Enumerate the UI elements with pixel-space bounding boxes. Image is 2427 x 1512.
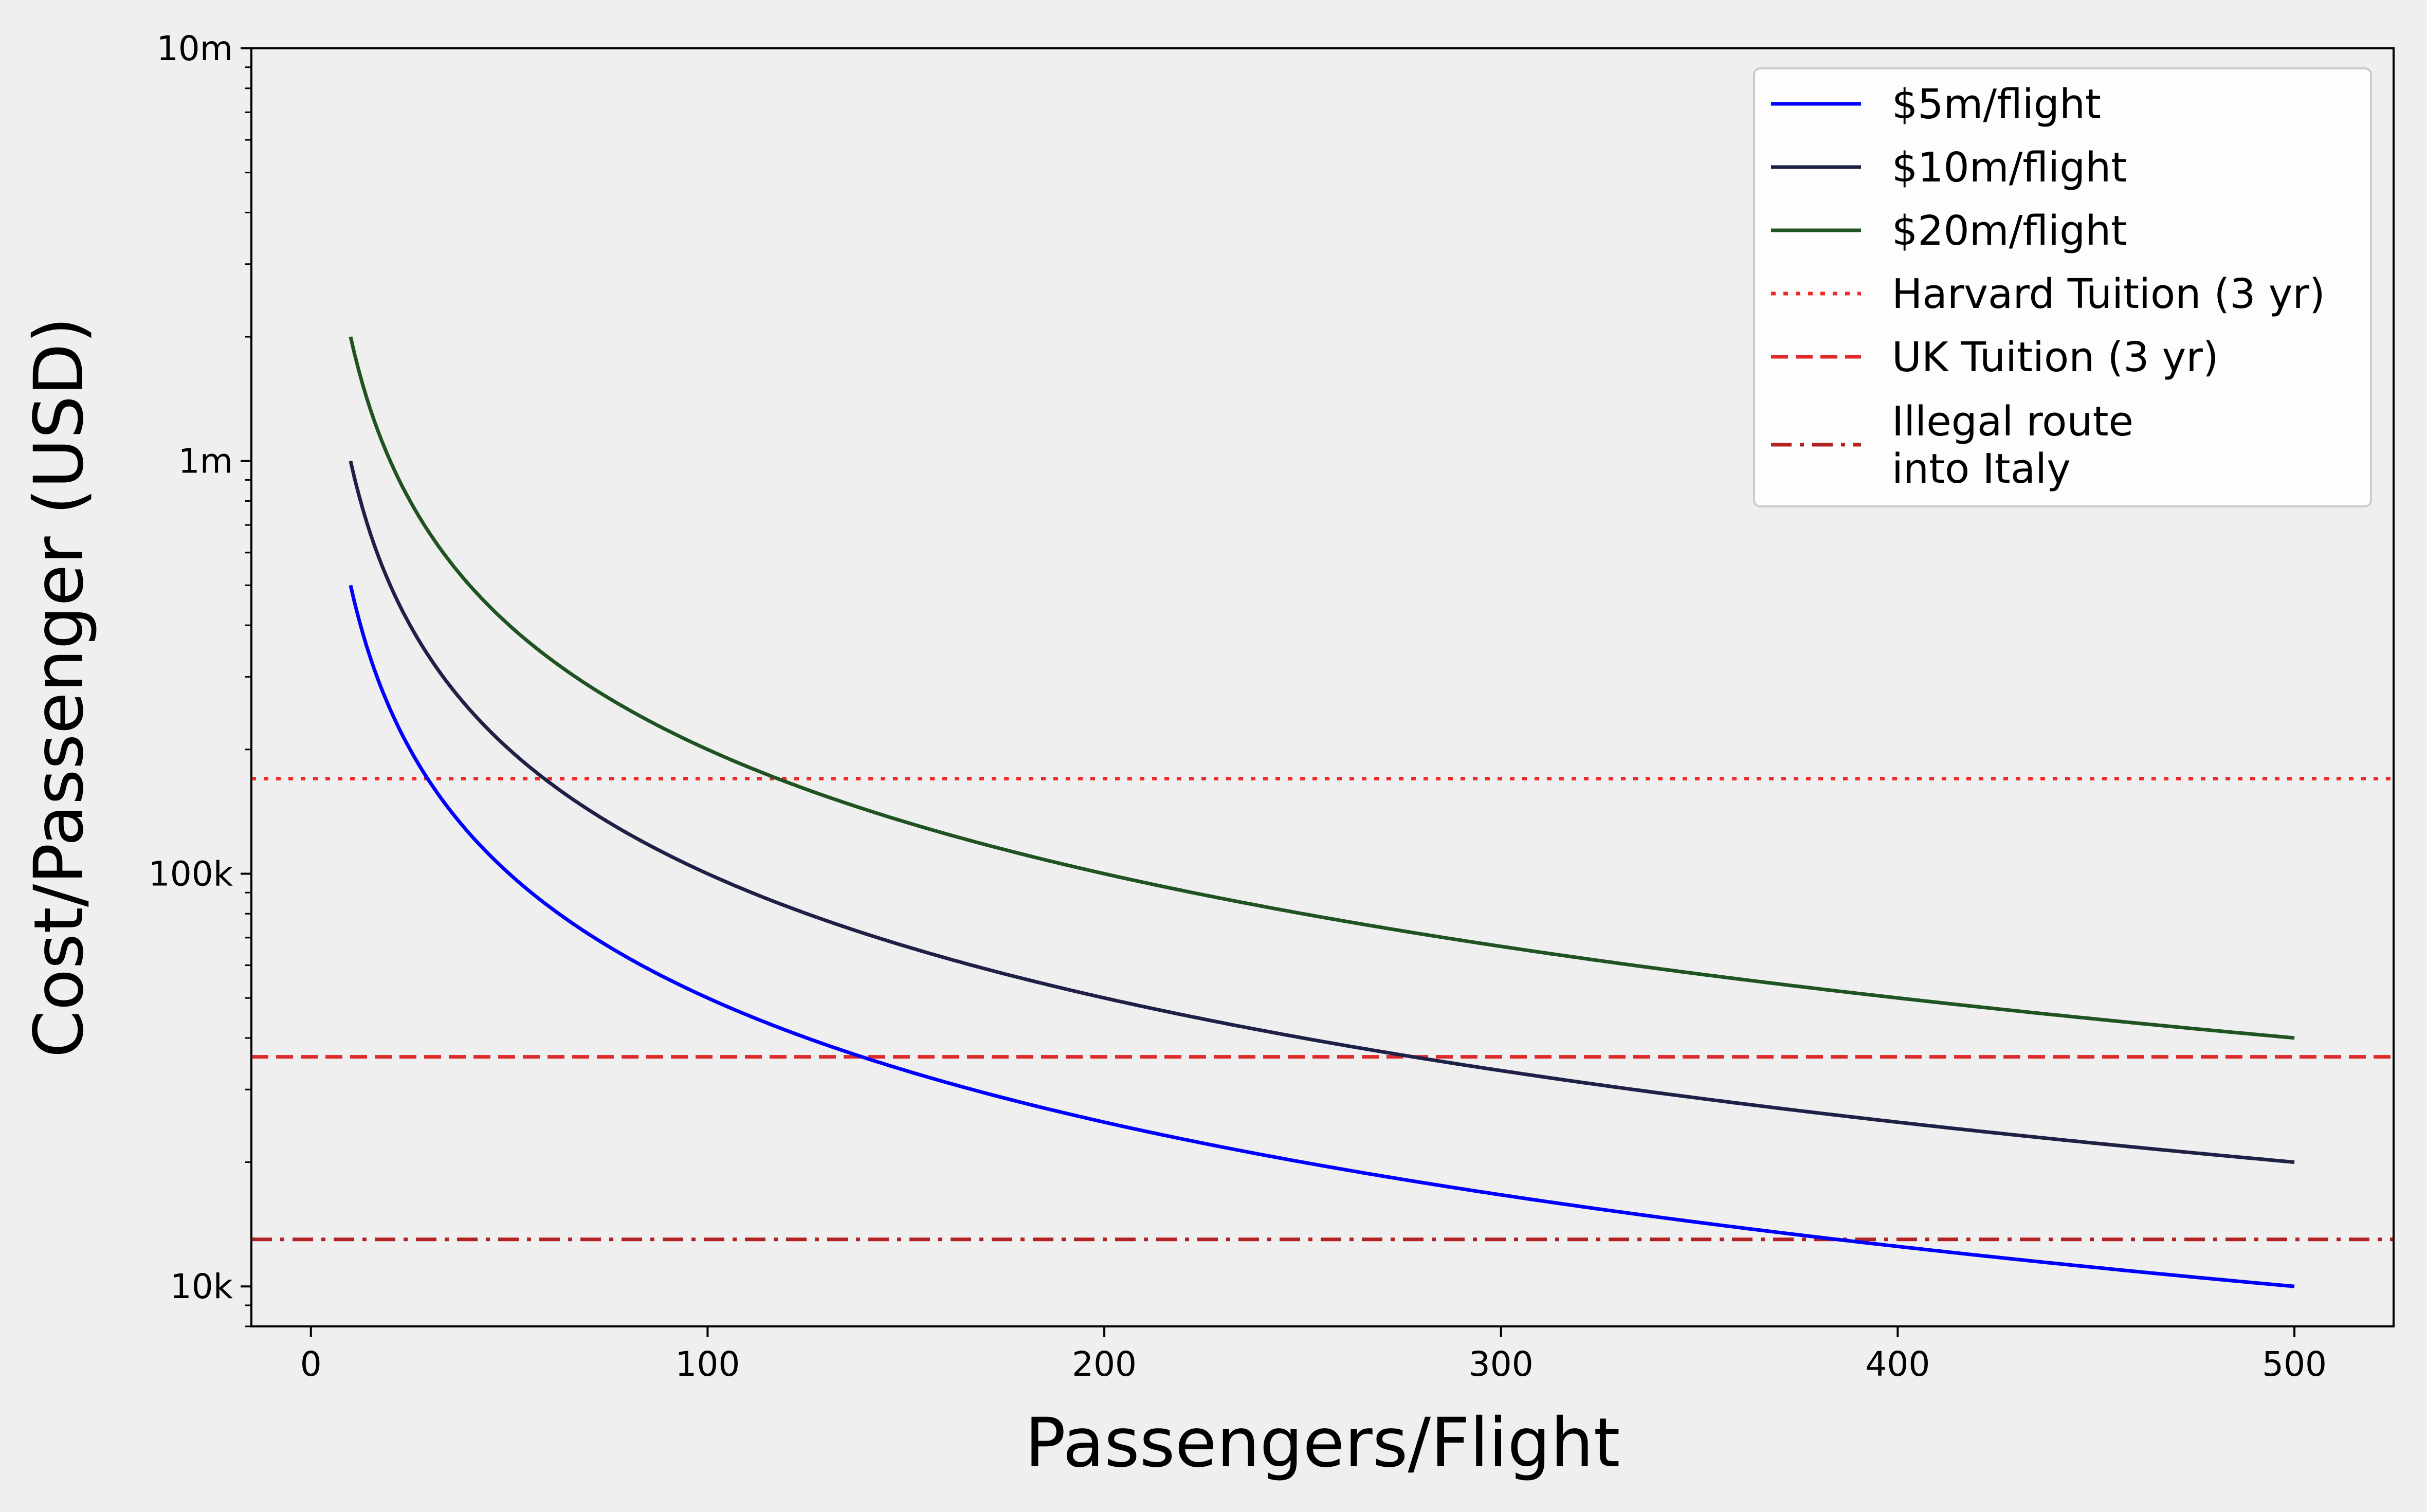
- series-lines: [349, 336, 2295, 1288]
- y-axis-title: Cost/Passenger (USD): [20, 317, 99, 1058]
- x-tick-label: 300: [1469, 1344, 1534, 1384]
- legend-label: Harvard Tuition (3 yr): [1892, 270, 2325, 318]
- legend-label: $5m/flight: [1892, 81, 2101, 128]
- y-axis: 10k 100k 1m 10m: [149, 29, 251, 1327]
- y-tick-label: 1m: [178, 442, 233, 481]
- legend-label: $20m/flight: [1892, 207, 2127, 254]
- legend-label: $10m/flight: [1892, 144, 2127, 191]
- x-tick-label: 400: [1865, 1344, 1930, 1384]
- y-tick-label: 10m: [157, 29, 233, 68]
- y-tick-label: 10k: [170, 1267, 233, 1306]
- reference-lines: [251, 776, 2394, 1242]
- legend: $5m/flight $10m/flight $20m/flight Harvard …: [1753, 67, 2372, 507]
- x-tick-label: 0: [300, 1344, 322, 1384]
- legend-box: [1753, 67, 2372, 507]
- legend-label: Illegal route into Italy: [1892, 398, 2133, 493]
- x-axis: 0 100 200 300 400 500: [300, 1326, 2327, 1384]
- y-tick-label: 100k: [149, 854, 233, 894]
- plot-frame: [250, 47, 2395, 1327]
- x-tick-label: 200: [1072, 1344, 1137, 1384]
- series-line-2: [349, 336, 2295, 1040]
- x-tick-label: 500: [2262, 1344, 2327, 1384]
- series-line-1: [349, 460, 2295, 1164]
- legend-label: UK Tuition (3 yr): [1892, 334, 2219, 381]
- series-line-0: [349, 585, 2295, 1288]
- x-tick-label: 100: [675, 1344, 740, 1384]
- x-axis-title: Passengers/Flight: [1025, 1404, 1620, 1483]
